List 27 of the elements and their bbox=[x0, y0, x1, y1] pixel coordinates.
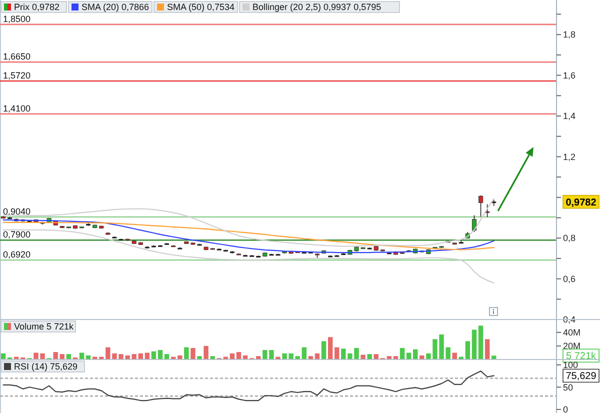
y-tick-label: 1,2 bbox=[563, 152, 576, 162]
ref-line-label: 1,5720 bbox=[3, 70, 31, 80]
ref-line-label: 1,8500 bbox=[3, 14, 31, 24]
ref-line-label: 0,6920 bbox=[3, 250, 31, 260]
y-tick-label: 1,8 bbox=[563, 30, 576, 40]
legend-label: Volume 5 721k bbox=[14, 322, 74, 332]
ref-line-label: 0,9040 bbox=[3, 206, 31, 216]
legend-label: SMA (20) 0,7866 bbox=[82, 2, 150, 12]
y-tick-label: 20M bbox=[563, 341, 581, 352]
legend-label: Bollinger (20 2,5) 0,9937 0,5795 bbox=[252, 2, 382, 12]
text: 0,9782 bbox=[566, 197, 597, 208]
ref-line-label: 0,7900 bbox=[3, 230, 31, 240]
legend-label: SMA (50) 0,7534 bbox=[167, 2, 235, 12]
y-tick-label: 100 bbox=[563, 360, 578, 370]
y-tick-label: 0,6 bbox=[563, 274, 576, 284]
y-tick-label: 0 bbox=[563, 404, 568, 413]
legend-label: Prix 0,9782 bbox=[14, 2, 60, 12]
ref-line-label: 1,6650 bbox=[3, 52, 31, 62]
y-tick-label: 50 bbox=[563, 382, 574, 392]
text: 5 721k bbox=[566, 351, 598, 362]
y-tick-label: 1,6 bbox=[563, 70, 576, 80]
y-tick-label: 0,8 bbox=[563, 233, 576, 244]
ref-line-label: 1,4100 bbox=[3, 103, 31, 114]
text: 75,629 bbox=[566, 371, 597, 382]
y-tick-label: 40M bbox=[563, 328, 581, 338]
legend-label: RSI (14) 75,629 bbox=[14, 362, 78, 372]
y-tick-label: 1,4 bbox=[563, 111, 576, 122]
